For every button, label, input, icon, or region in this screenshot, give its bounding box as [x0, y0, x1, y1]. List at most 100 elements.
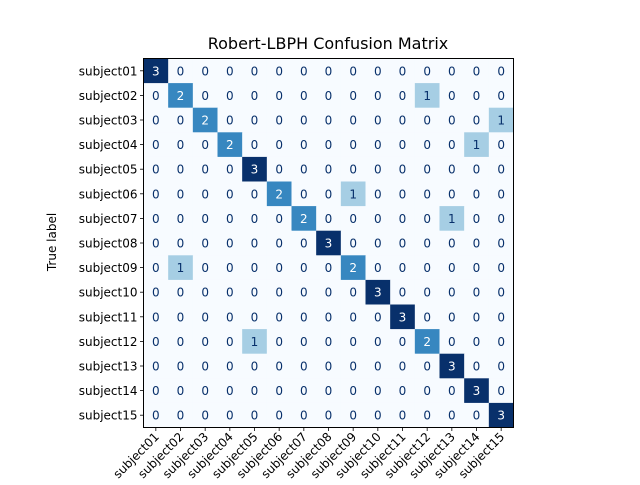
cell-value-label: 0	[226, 261, 234, 275]
cell-value-label: 0	[275, 212, 283, 226]
heatmap-cell-r10-c9	[340, 279, 366, 305]
heatmap-cell-r15-c15	[488, 402, 514, 428]
cell-value-label: 0	[423, 409, 431, 423]
cell-value-label: 0	[399, 335, 407, 349]
heatmap-cell-r3-c7	[291, 107, 317, 133]
cell-value-label: 0	[423, 187, 431, 201]
cell-value-label: 0	[349, 64, 357, 78]
y-tick-label: subject15	[79, 409, 138, 423]
y-tick-label: subject07	[79, 212, 138, 226]
heatmap-cell-r5-c8	[316, 156, 342, 182]
heatmap-cell-r5-c12	[414, 156, 440, 182]
heatmap-cell-r7-c9	[340, 206, 366, 232]
cell-value-label: 2	[201, 114, 209, 128]
y-tick-label: subject14	[79, 384, 138, 398]
cell-value-label: 0	[473, 360, 481, 374]
cell-value-label: 0	[448, 409, 456, 423]
heatmap-cell-r11-c7	[291, 304, 317, 330]
heatmap-cell-r6-c14	[464, 181, 490, 207]
heatmap-cell-r9-c12	[414, 255, 440, 281]
cell-value-label: 0	[251, 286, 259, 300]
heatmap-cell-r1-c7	[291, 58, 317, 84]
cell-value-label: 2	[423, 335, 431, 349]
cell-value-label: 0	[152, 237, 160, 251]
cell-value-label: 0	[226, 64, 234, 78]
cell-value-label: 0	[226, 187, 234, 201]
heatmap-cell-r5-c14	[464, 156, 490, 182]
heatmap-cell-r10-c12	[414, 279, 440, 305]
heatmap-cell-r1-c3	[192, 58, 218, 84]
cell-value-label: 0	[201, 237, 209, 251]
heatmap-cell-r15-c2	[168, 402, 194, 428]
cell-value-label: 0	[226, 163, 234, 177]
cell-value-label: 0	[448, 114, 456, 128]
cell-value-label: 0	[275, 310, 283, 324]
cell-value-label: 0	[448, 138, 456, 152]
cell-value-label: 0	[300, 335, 308, 349]
heatmap-cell-r7-c1	[143, 206, 169, 232]
cell-value-label: 0	[497, 163, 505, 177]
heatmap-cell-r8-c8	[316, 230, 342, 256]
cell-value-label: 0	[448, 261, 456, 275]
cell-value-label: 0	[177, 64, 185, 78]
heatmap-cell-r15-c7	[291, 402, 317, 428]
cell-value-label: 0	[349, 138, 357, 152]
heatmap-cell-r2-c13	[439, 83, 465, 109]
heatmap-cell-r11-c10	[365, 304, 391, 330]
cell-value-label: 0	[473, 89, 481, 103]
cell-value-label: 0	[300, 360, 308, 374]
cell-value-label: 0	[349, 360, 357, 374]
cell-value-label: 0	[497, 384, 505, 398]
cell-value-label: 3	[497, 409, 505, 423]
cell-value-label: 0	[201, 138, 209, 152]
cell-value-label: 0	[251, 212, 259, 226]
heatmap-cell-r3-c5	[242, 107, 268, 133]
heatmap-cell-r4-c1	[143, 132, 169, 158]
heatmap-cell-r7-c3	[192, 206, 218, 232]
cell-value-label: 0	[226, 360, 234, 374]
heatmap-cell-r9-c10	[365, 255, 391, 281]
heatmap-cell-r6-c7	[291, 181, 317, 207]
heatmap-cell-r9-c8	[316, 255, 342, 281]
heatmap-cell-r10-c6	[266, 279, 292, 305]
heatmap-cell-r1-c14	[464, 58, 490, 84]
cell-value-label: 0	[423, 114, 431, 128]
heatmap-cell-r10-c2	[168, 279, 194, 305]
cell-value-label: 0	[251, 89, 259, 103]
cell-value-label: 0	[177, 286, 185, 300]
heatmap-cell-r12-c15	[488, 329, 514, 355]
cell-value-label: 0	[448, 286, 456, 300]
cell-value-label: 1	[423, 89, 431, 103]
heatmap-cell-r8-c5	[242, 230, 268, 256]
cell-value-label: 0	[349, 335, 357, 349]
heatmap-cell-r14-c14	[464, 378, 490, 404]
heatmap-cell-r12-c9	[340, 329, 366, 355]
cell-value-label: 0	[399, 138, 407, 152]
cell-value-label: 0	[177, 138, 185, 152]
cell-value-label: 0	[497, 335, 505, 349]
heatmap-cell-r13-c6	[266, 353, 292, 379]
heatmap-cells	[143, 58, 514, 428]
heatmap-cell-r2-c11	[390, 83, 416, 109]
cell-value-label: 0	[177, 114, 185, 128]
cell-value-label: 0	[152, 360, 160, 374]
cell-value-label: 0	[399, 286, 407, 300]
cell-value-label: 0	[226, 237, 234, 251]
cell-value-label: 0	[349, 286, 357, 300]
cell-value-label: 0	[226, 89, 234, 103]
heatmap-cell-r5-c13	[439, 156, 465, 182]
heatmap-cell-r8-c3	[192, 230, 218, 256]
heatmap-cell-r11-c8	[316, 304, 342, 330]
cell-value-label: 0	[349, 212, 357, 226]
cell-value-label: 0	[473, 237, 481, 251]
heatmap-cell-r3-c8	[316, 107, 342, 133]
heatmap-cell-r9-c14	[464, 255, 490, 281]
cell-value-label: 0	[399, 360, 407, 374]
heatmap-cell-r7-c13	[439, 206, 465, 232]
cell-value-label: 0	[251, 114, 259, 128]
cell-value-label: 0	[423, 310, 431, 324]
heatmap-cell-r1-c11	[390, 58, 416, 84]
cell-value-label: 0	[325, 114, 333, 128]
heatmap-cell-r2-c8	[316, 83, 342, 109]
heatmap-cell-r15-c9	[340, 402, 366, 428]
